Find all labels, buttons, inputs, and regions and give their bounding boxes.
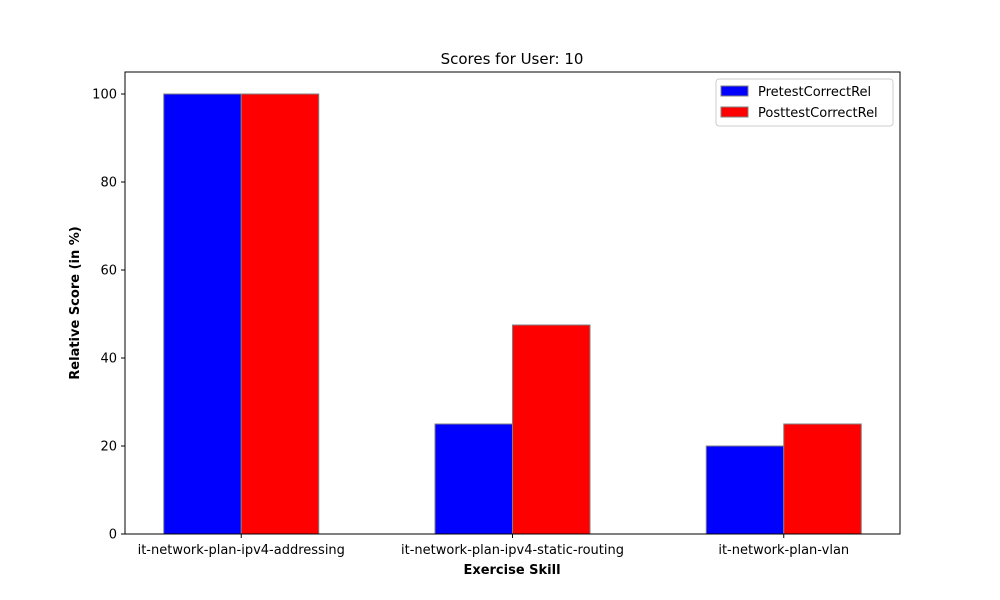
bar-PretestCorrectRel-1 [434,423,513,535]
legend-box [715,78,894,127]
legend-label-PretestCorrectRel: PretestCorrectRel [758,85,871,100]
y-tick-label: 100 [92,88,117,103]
x-tick-label: it-network-plan-ipv4-addressing [138,543,345,558]
x-tick-label: it-network-plan-ipv4-static-routing [401,543,624,558]
y-axis-label: Relative Score (in %) [68,226,83,379]
y-tick-label: 80 [100,176,117,191]
y-tick-label: 20 [100,440,117,455]
y-tick-label: 0 [109,528,117,543]
bar-PretestCorrectRel-0 [163,93,242,535]
bar-PosttestCorrectRel-0 [240,93,320,535]
bar-PosttestCorrectRel-1 [512,324,591,535]
legend-swatch-PosttestCorrectRel [720,106,749,118]
chart-title: Scores for User: 10 [441,50,584,68]
legend-swatch-PretestCorrectRel [720,85,749,97]
bar-PosttestCorrectRel-2 [783,423,862,535]
y-tick-label: 40 [100,352,117,367]
x-tick-label: it-network-plan-vlan [718,543,849,558]
legend-label-PosttestCorrectRel: PosttestCorrectRel [758,106,878,121]
legend: PretestCorrectRel PosttestCorrectRel [715,78,894,127]
x-axis-label: Exercise Skill [463,563,560,578]
bar-PretestCorrectRel-2 [705,445,785,535]
y-tick-label: 60 [100,264,117,279]
